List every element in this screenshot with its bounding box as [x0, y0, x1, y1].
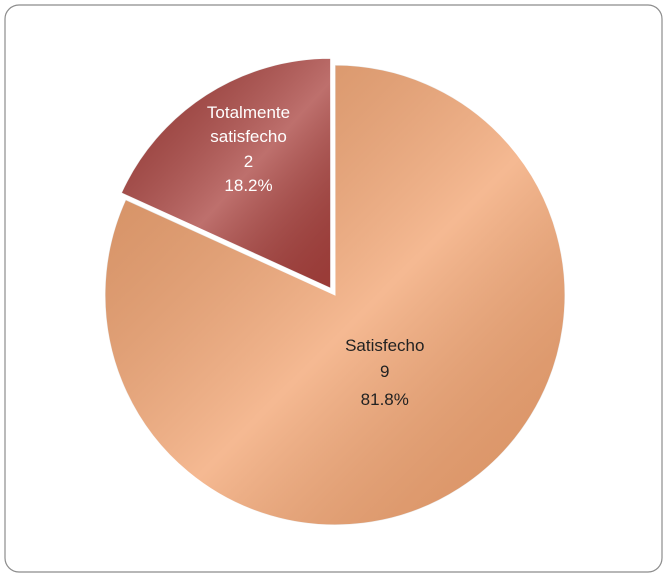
slice-percent: 81.8%: [360, 390, 409, 410]
slice-sheen: [104, 65, 566, 525]
slice-name: Satisfecho: [345, 336, 425, 356]
slice-count: 2: [243, 151, 254, 171]
slice-name: Totalmente satisfecho: [206, 102, 291, 146]
slice-percent: 18.2%: [224, 175, 273, 195]
slice-sheen: [121, 58, 331, 289]
slice-count: 9: [380, 362, 390, 382]
